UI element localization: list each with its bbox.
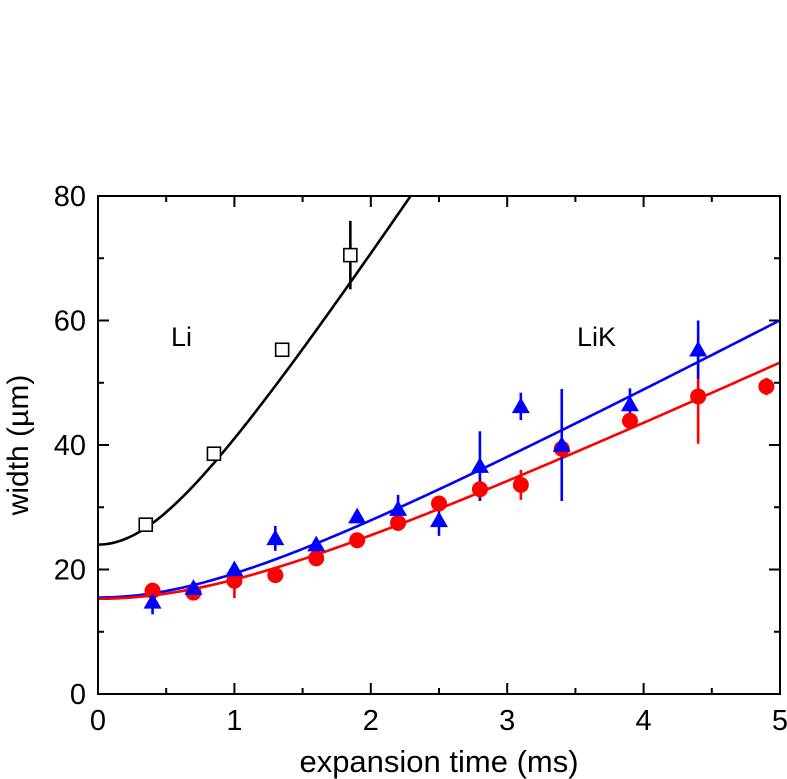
triangle-marker xyxy=(266,529,285,546)
error-bars xyxy=(144,220,768,615)
circle-marker xyxy=(621,412,638,429)
open-square-marker xyxy=(274,342,290,358)
annotation-li: Li xyxy=(171,322,192,352)
circle-marker xyxy=(758,378,775,395)
y-tick-label: 80 xyxy=(54,181,86,213)
triangle-marker xyxy=(143,592,162,609)
circle-marker xyxy=(349,532,366,549)
circle-marker xyxy=(390,514,407,531)
open-square-marker xyxy=(138,517,154,532)
triangle-marker xyxy=(184,579,203,595)
y-tick-label: 60 xyxy=(54,306,86,338)
x-tick-label: 1 xyxy=(226,705,242,737)
triangle-marker xyxy=(552,436,571,452)
x-tick-label: 5 xyxy=(772,705,787,737)
triangle-marker xyxy=(620,395,639,412)
x-tick-label: 0 xyxy=(90,705,106,737)
x-tick-label: 3 xyxy=(499,705,515,737)
x-tick-label: 2 xyxy=(363,705,379,737)
minor-ticks xyxy=(98,196,780,694)
triangle-marker xyxy=(389,500,408,516)
triangle-marker xyxy=(689,340,708,357)
circle-marker xyxy=(471,481,488,498)
triangle-marker xyxy=(225,560,244,577)
triangle-marker xyxy=(430,511,448,528)
triangle-marker xyxy=(511,397,530,414)
circle-marker xyxy=(226,572,243,589)
circle-marker xyxy=(144,582,161,599)
data-markers xyxy=(138,247,775,609)
x-tick-labels: 0 1 2 3 4 5 xyxy=(90,705,787,737)
y-tick-labels: 0 20 40 60 80 xyxy=(54,181,86,711)
circle-marker xyxy=(267,567,284,584)
circle-marker xyxy=(512,476,529,493)
triangle-marker xyxy=(470,457,489,473)
y-tick-label: 0 xyxy=(70,679,86,711)
fit-curve xyxy=(98,361,780,601)
y-axis-label: width (µm) xyxy=(2,375,35,517)
major-ticks xyxy=(97,195,781,695)
plot-frame xyxy=(97,195,781,695)
fit-curve xyxy=(98,196,413,546)
triangle-marker xyxy=(307,535,326,552)
y-tick-label: 20 xyxy=(54,555,86,587)
annotation-lik: LiK xyxy=(577,322,616,352)
circle-marker xyxy=(690,388,707,405)
open-square-marker xyxy=(343,247,358,263)
x-axis-label: expansion time (ms) xyxy=(299,744,578,779)
fit-curve xyxy=(98,319,780,599)
y-tick-label: 40 xyxy=(54,430,86,462)
open-square-marker xyxy=(206,446,222,462)
circle-marker xyxy=(431,495,447,512)
circle-marker xyxy=(308,550,325,567)
x-tick-label: 4 xyxy=(636,705,652,737)
triangle-marker xyxy=(348,507,367,524)
